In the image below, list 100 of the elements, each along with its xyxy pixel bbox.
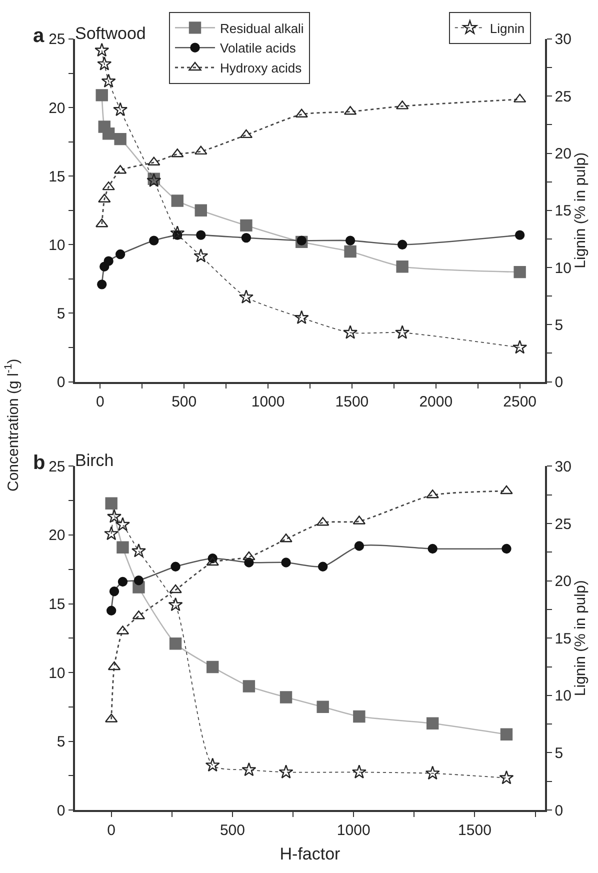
text: b xyxy=(33,452,46,474)
x-tick-label: 0 xyxy=(96,394,104,411)
y2-tick-label: 30 xyxy=(554,458,572,476)
point xyxy=(296,236,306,246)
point xyxy=(98,194,111,203)
point xyxy=(168,597,183,612)
point xyxy=(116,541,129,554)
point xyxy=(242,551,256,560)
x-tick-label: 1500 xyxy=(458,822,492,839)
y2-tick-label: 5 xyxy=(554,744,564,762)
point xyxy=(395,325,410,339)
point xyxy=(169,638,182,650)
point xyxy=(205,758,220,772)
y2-tick-label: 30 xyxy=(554,31,572,48)
point xyxy=(134,576,144,586)
point xyxy=(109,586,120,596)
chart-title: Softwood xyxy=(75,24,146,43)
text: a xyxy=(33,25,45,47)
point xyxy=(396,260,408,273)
point xyxy=(101,74,116,88)
point xyxy=(280,691,292,704)
point xyxy=(499,770,514,784)
y2-axis-title: Lignin (% in pulp) xyxy=(572,580,589,696)
x-tick-label: 1500 xyxy=(335,394,369,411)
y2-tick-label: 10 xyxy=(554,688,572,705)
point xyxy=(118,576,128,587)
y-tick-label: 5 xyxy=(56,305,66,322)
point xyxy=(294,310,309,324)
point xyxy=(242,762,256,776)
point xyxy=(94,42,110,57)
y2-tick-label: 25 xyxy=(554,516,572,533)
y-tick-label: 0 xyxy=(56,802,66,820)
point xyxy=(238,290,254,304)
point xyxy=(240,129,253,138)
y-tick-label: 15 xyxy=(48,168,66,186)
point xyxy=(500,728,513,740)
y-tick-label: 15 xyxy=(48,596,66,614)
point xyxy=(149,236,159,246)
y2-tick-label: 15 xyxy=(554,202,572,220)
y2-tick-label: 25 xyxy=(554,88,572,106)
point xyxy=(278,764,294,778)
x-tick-label: 1000 xyxy=(251,394,285,411)
point xyxy=(170,562,180,572)
x-tick-label: 2000 xyxy=(419,394,453,411)
point xyxy=(206,660,219,674)
point xyxy=(194,204,207,216)
x-tick-label: 1000 xyxy=(336,822,370,839)
y-tick-label: 10 xyxy=(48,236,66,254)
point xyxy=(344,245,356,258)
y-tick-label: 0 xyxy=(56,374,66,392)
point xyxy=(345,236,356,246)
point xyxy=(502,544,512,554)
point xyxy=(426,717,439,730)
point xyxy=(318,562,328,572)
point xyxy=(428,544,438,554)
x-axis-title: H-factor xyxy=(280,844,341,864)
legend-label: Volatile acids xyxy=(220,40,296,56)
x-tick-label: 500 xyxy=(220,822,245,839)
y-tick-label: 10 xyxy=(48,664,66,682)
y-tick-label: 5 xyxy=(56,734,66,751)
x-tick-label: 500 xyxy=(172,394,197,411)
point xyxy=(354,541,364,551)
point xyxy=(114,132,126,146)
point xyxy=(106,606,116,616)
point xyxy=(281,558,291,568)
point xyxy=(95,218,108,228)
chart-title: Birch xyxy=(75,451,114,470)
y2-axis-title: Lignin (% in pulp) xyxy=(572,152,589,268)
point xyxy=(104,526,119,540)
y2-tick-label: 0 xyxy=(554,374,564,392)
point xyxy=(115,517,130,531)
point xyxy=(171,194,184,207)
point xyxy=(97,56,112,70)
y2-tick-label: 0 xyxy=(554,802,564,820)
point xyxy=(115,249,126,260)
x-tick-label: 0 xyxy=(107,822,116,839)
point xyxy=(206,556,219,566)
point xyxy=(131,543,146,558)
point xyxy=(170,226,185,240)
y-tick-label: 25 xyxy=(48,458,66,476)
y2-tick-label: 15 xyxy=(554,630,572,648)
point xyxy=(106,509,122,523)
legend-label: Lignin xyxy=(490,20,525,36)
y2-tick-label: 5 xyxy=(554,316,564,334)
y2-tick-label: 20 xyxy=(554,146,572,162)
x-tick-label: 2500 xyxy=(503,394,537,411)
y2-tick-label: 20 xyxy=(554,573,572,590)
point xyxy=(316,700,329,713)
point xyxy=(512,340,528,354)
point xyxy=(105,497,118,510)
point xyxy=(96,89,108,102)
point xyxy=(194,248,208,262)
point xyxy=(102,127,115,140)
y-tick-label: 20 xyxy=(48,527,66,544)
point xyxy=(241,232,252,243)
point xyxy=(108,661,121,670)
point xyxy=(102,181,115,190)
point xyxy=(196,230,206,240)
point xyxy=(169,584,182,594)
point xyxy=(352,764,366,778)
